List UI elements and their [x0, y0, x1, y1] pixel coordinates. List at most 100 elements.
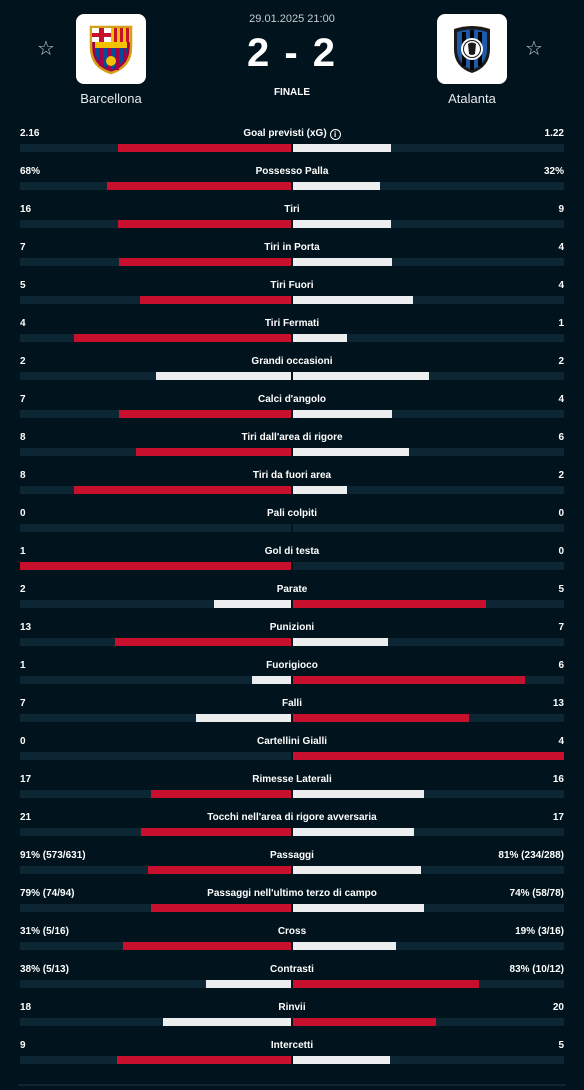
- stat-label-text: Intercetti: [270, 1040, 314, 1051]
- stat-label: Cross: [0, 926, 584, 938]
- stat-away-value: 5: [558, 1040, 564, 1051]
- stat-row: 17 Rimesse Laterali 16: [0, 771, 584, 809]
- stat-row: 7 Calci d'angolo 4: [0, 391, 584, 429]
- home-team-name[interactable]: Barcellona: [80, 91, 142, 106]
- stat-home-track: [20, 790, 291, 798]
- stat-home-track: [20, 904, 291, 912]
- favorite-home-star-icon[interactable]: ☆: [37, 36, 55, 60]
- stat-row: 2.16 Goal previsti (xG) i 1.22: [0, 125, 584, 163]
- stat-home-bar: [74, 486, 291, 494]
- stat-home-value: 7: [20, 394, 26, 405]
- stat-row: 18 Rinvii 20: [0, 999, 584, 1037]
- stat-label-text: Gol di testa: [264, 546, 320, 557]
- stat-away-value: 6: [558, 432, 564, 443]
- stat-home-value: 79% (74/94): [20, 888, 75, 899]
- stat-away-value: 4: [558, 242, 564, 253]
- stat-row: 13 Punizioni 7: [0, 619, 584, 657]
- stat-label-text: Calci d'angolo: [258, 394, 326, 405]
- stat-home-bar: [118, 258, 291, 266]
- stat-home-track: [20, 334, 291, 342]
- stat-label: Tiri: [0, 204, 584, 216]
- stat-home-bar: [151, 904, 291, 912]
- stat-away-bar: [293, 600, 487, 608]
- stat-label: Tiri Fuori: [0, 280, 584, 292]
- stat-label-text: Tiri Fuori: [270, 280, 314, 291]
- stats-list: 2.16 Goal previsti (xG) i 1.22 68% Possesso P…: [0, 125, 584, 1075]
- stat-away-value: 4: [558, 394, 564, 405]
- stat-away-value: 13: [552, 698, 564, 709]
- stat-label: Passaggi nell'ultimo terzo di campo: [0, 888, 584, 900]
- match-datetime: 29.01.2025 21:00: [249, 13, 335, 25]
- away-team-name[interactable]: Atalanta: [448, 91, 496, 106]
- stat-away-value: 1.22: [544, 128, 564, 139]
- stat-home-track: [20, 220, 291, 228]
- stat-away-bar: [293, 410, 392, 418]
- stat-label-text: Falli: [281, 698, 302, 709]
- stat-home-track: [20, 638, 291, 646]
- stat-row: 79% (74/94) Passaggi nell'ultimo terzo di…: [0, 885, 584, 923]
- stat-home-track: [20, 752, 291, 760]
- stat-home-bar: [196, 714, 291, 722]
- stat-label-text: Punizioni: [269, 622, 315, 633]
- stat-label-text: Tocchi nell'area di rigore avversaria: [207, 812, 377, 823]
- stat-label: Falli: [0, 698, 584, 710]
- match-header: ☆ Barcellona 29.01.2025 21:00 2 - 2 FINA…: [0, 0, 584, 118]
- stat-away-value: 81% (234/288): [498, 850, 564, 861]
- info-icon[interactable]: i: [329, 129, 341, 140]
- stat-away-value: 4: [558, 736, 564, 747]
- stat-home-track: [20, 524, 291, 532]
- stat-home-bar: [20, 562, 291, 570]
- home-team-logo[interactable]: [76, 14, 146, 84]
- stat-away-track: [293, 220, 564, 228]
- away-team-logo[interactable]: [437, 14, 507, 84]
- stat-away-value: 5: [558, 584, 564, 595]
- stat-away-value: 2: [558, 470, 564, 481]
- stat-home-track: [20, 182, 291, 190]
- fc-barcelona-crest-icon: [89, 25, 133, 75]
- stat-home-value: 13: [20, 622, 32, 633]
- stat-home-value: 1: [20, 546, 26, 557]
- stat-row: 4 Tiri Fermati 1: [0, 315, 584, 353]
- stat-away-bar: [293, 334, 348, 342]
- stat-row: 2 Grandi occasioni 2: [0, 353, 584, 391]
- stat-away-value: 4: [558, 280, 564, 291]
- stat-home-value: 0: [20, 736, 26, 747]
- stat-home-bar: [162, 1018, 291, 1026]
- stat-row: 38% (5/13) Contrasti 83% (10/12): [0, 961, 584, 999]
- stat-home-bar: [252, 676, 291, 684]
- stat-home-track: [20, 144, 291, 152]
- stat-label-text: Fuorigioco: [266, 660, 318, 671]
- stat-home-track: [20, 562, 291, 570]
- stat-home-bar: [140, 296, 291, 304]
- stat-away-track: [293, 676, 564, 684]
- stat-away-bar: [293, 144, 391, 152]
- stat-away-track: [293, 942, 564, 950]
- stat-home-bar: [116, 1056, 291, 1064]
- stat-away-bar: [293, 182, 380, 190]
- stat-away-bar: [293, 866, 421, 874]
- stat-home-value: 9: [20, 1040, 26, 1051]
- stat-label-text: Rimesse Laterali: [252, 774, 332, 785]
- stat-label-text: Tiri da fuori area: [252, 470, 332, 481]
- stat-home-value: 17: [20, 774, 32, 785]
- stat-home-track: [20, 296, 291, 304]
- stat-label-text: Passaggi nell'ultimo terzo di campo: [207, 888, 377, 899]
- stat-away-value: 17: [552, 812, 564, 823]
- stat-home-bar: [141, 828, 291, 836]
- stat-away-track: [293, 410, 564, 418]
- stat-away-bar: [293, 296, 414, 304]
- stat-home-track: [20, 942, 291, 950]
- stat-away-track: [293, 790, 564, 798]
- stat-label: Intercetti: [0, 1040, 584, 1052]
- stat-label: Tiri Fermati: [0, 318, 584, 330]
- stat-away-track: [293, 828, 564, 836]
- stat-away-track: [293, 182, 564, 190]
- stat-home-track: [20, 258, 291, 266]
- stat-away-bar: [293, 638, 388, 646]
- stat-label: Parate: [0, 584, 584, 596]
- stat-away-track: [293, 448, 564, 456]
- stat-home-bar: [114, 638, 291, 646]
- favorite-away-star-icon[interactable]: ☆: [525, 36, 543, 60]
- stat-row: 31% (5/16) Cross 19% (3/16): [0, 923, 584, 961]
- stat-home-track: [20, 448, 291, 456]
